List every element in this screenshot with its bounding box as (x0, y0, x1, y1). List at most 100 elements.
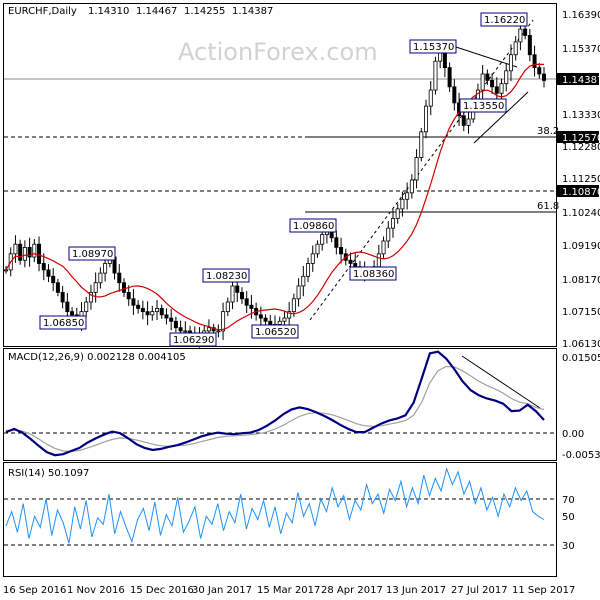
candle-body (150, 311, 155, 316)
candle-body (353, 263, 358, 268)
annotation-label: 1.16220 (484, 15, 525, 26)
candle-body (183, 330, 188, 333)
candle-body (490, 80, 495, 88)
candle-body (428, 89, 433, 107)
candle-body (121, 282, 126, 293)
price-tick-label: 1.07150 (562, 307, 600, 318)
candle-body (65, 301, 70, 313)
annotation-label: 1.06850 (43, 318, 84, 329)
candle-body (499, 83, 504, 94)
macd-title: MACD(12,26,9) 0.002128 0.004105 (8, 352, 186, 363)
candle-body (178, 327, 183, 332)
candle-body (334, 237, 339, 248)
price-tick-label: 1.08170 (562, 275, 600, 286)
candle-body (452, 86, 457, 104)
candle-body (18, 243, 23, 261)
price-tick-label: 1.12280 (562, 142, 600, 153)
candle-body (159, 308, 164, 316)
candle-body (485, 73, 490, 81)
candle-body (145, 311, 150, 316)
candle-body (466, 118, 471, 126)
annotation-box (169, 332, 217, 347)
moving-average-line (5, 63, 544, 331)
ohlc-close: 1.14387 (232, 6, 273, 17)
x-tick-label: 28 Apr 2017 (321, 585, 383, 596)
macd-tick-label: -0.00532 (562, 450, 600, 461)
macd-tick-label: 0.015052 (562, 353, 600, 364)
candle-body (239, 291, 244, 300)
candle-body (424, 105, 429, 133)
candle-body (400, 198, 405, 210)
ohlc-high: 1.14467 (136, 6, 177, 17)
candle-body (55, 282, 60, 293)
annotation-box (39, 315, 87, 330)
candle-body (32, 243, 37, 258)
rsi-tick-label: 70 (562, 495, 575, 506)
candle-body (93, 282, 98, 293)
candle-body (27, 247, 32, 258)
candle-body (508, 54, 513, 72)
price-annotations: 1.08970 1.06850 1.06290 1.08230 1.06520 … (39, 12, 528, 347)
x-tick-label: 11 Sep 2017 (512, 585, 575, 596)
candle-body (306, 263, 311, 277)
price-tick-label: 1.13330 (562, 110, 600, 121)
ohlc-low: 1.14255 (184, 6, 225, 17)
rsi-title: RSI(14) 50.1097 (8, 468, 89, 479)
x-tick-label: 30 Jan 2017 (192, 585, 252, 596)
candle-body (136, 304, 141, 309)
annotation-box (480, 12, 528, 27)
candle-body (301, 275, 306, 287)
macd-panel-frame (3, 348, 557, 461)
current-price-label: 1.14387 (562, 75, 600, 86)
candle-body (268, 320, 273, 325)
candle-body (395, 208, 400, 219)
price-tick-label: 1.06130 (562, 339, 600, 350)
x-tick-label: 1 Nov 2016 (67, 585, 125, 596)
rsi-panel-frame (3, 462, 557, 577)
candle-body (216, 330, 221, 333)
annotation-label: 1.08970 (72, 249, 113, 260)
fib-382-label: 38.2 (537, 126, 559, 137)
candle-body (381, 240, 386, 255)
candle-body (51, 275, 56, 284)
x-axis: 16 Sep 2016 1 Nov 2016 15 Dec 2016 30 Ja… (3, 585, 575, 596)
candle-body (532, 54, 537, 68)
channel-lower-line (473, 91, 529, 144)
candle-body (60, 291, 65, 303)
candle-body (447, 67, 452, 88)
candle-body (98, 272, 103, 284)
candle-body (140, 308, 145, 313)
candle-body (225, 301, 230, 313)
candle-body (249, 304, 254, 309)
current-price-box (557, 73, 599, 85)
x-tick-label: 27 Jul 2017 (451, 585, 508, 596)
candle-body (296, 285, 301, 300)
candle-body (537, 67, 542, 75)
candle-body (513, 41, 518, 56)
ohlc-open: 1.14310 (88, 6, 129, 17)
price-panel-frame (3, 3, 557, 347)
candle-body (84, 301, 89, 313)
candle-body (348, 259, 353, 264)
candle-body (117, 272, 122, 284)
candle-body (419, 131, 424, 158)
annotation-box (251, 324, 299, 339)
annotation-box (68, 246, 116, 261)
candle-body (414, 157, 419, 181)
candle-body (409, 179, 414, 194)
candle-body (442, 51, 447, 68)
candle-body (126, 291, 131, 300)
candle-body (315, 243, 320, 255)
candle-body (164, 314, 169, 319)
macd-trendline (461, 355, 541, 409)
candle-body (390, 218, 395, 229)
annotation-box (409, 39, 457, 54)
candle-body (527, 35, 532, 56)
candle-body (155, 308, 160, 313)
candle-body (235, 285, 240, 293)
candle-body (173, 320, 178, 329)
rising-trendline (309, 19, 534, 321)
annotation-label: 1.06520 (255, 327, 296, 338)
annotation-label: 1.06290 (173, 335, 214, 346)
